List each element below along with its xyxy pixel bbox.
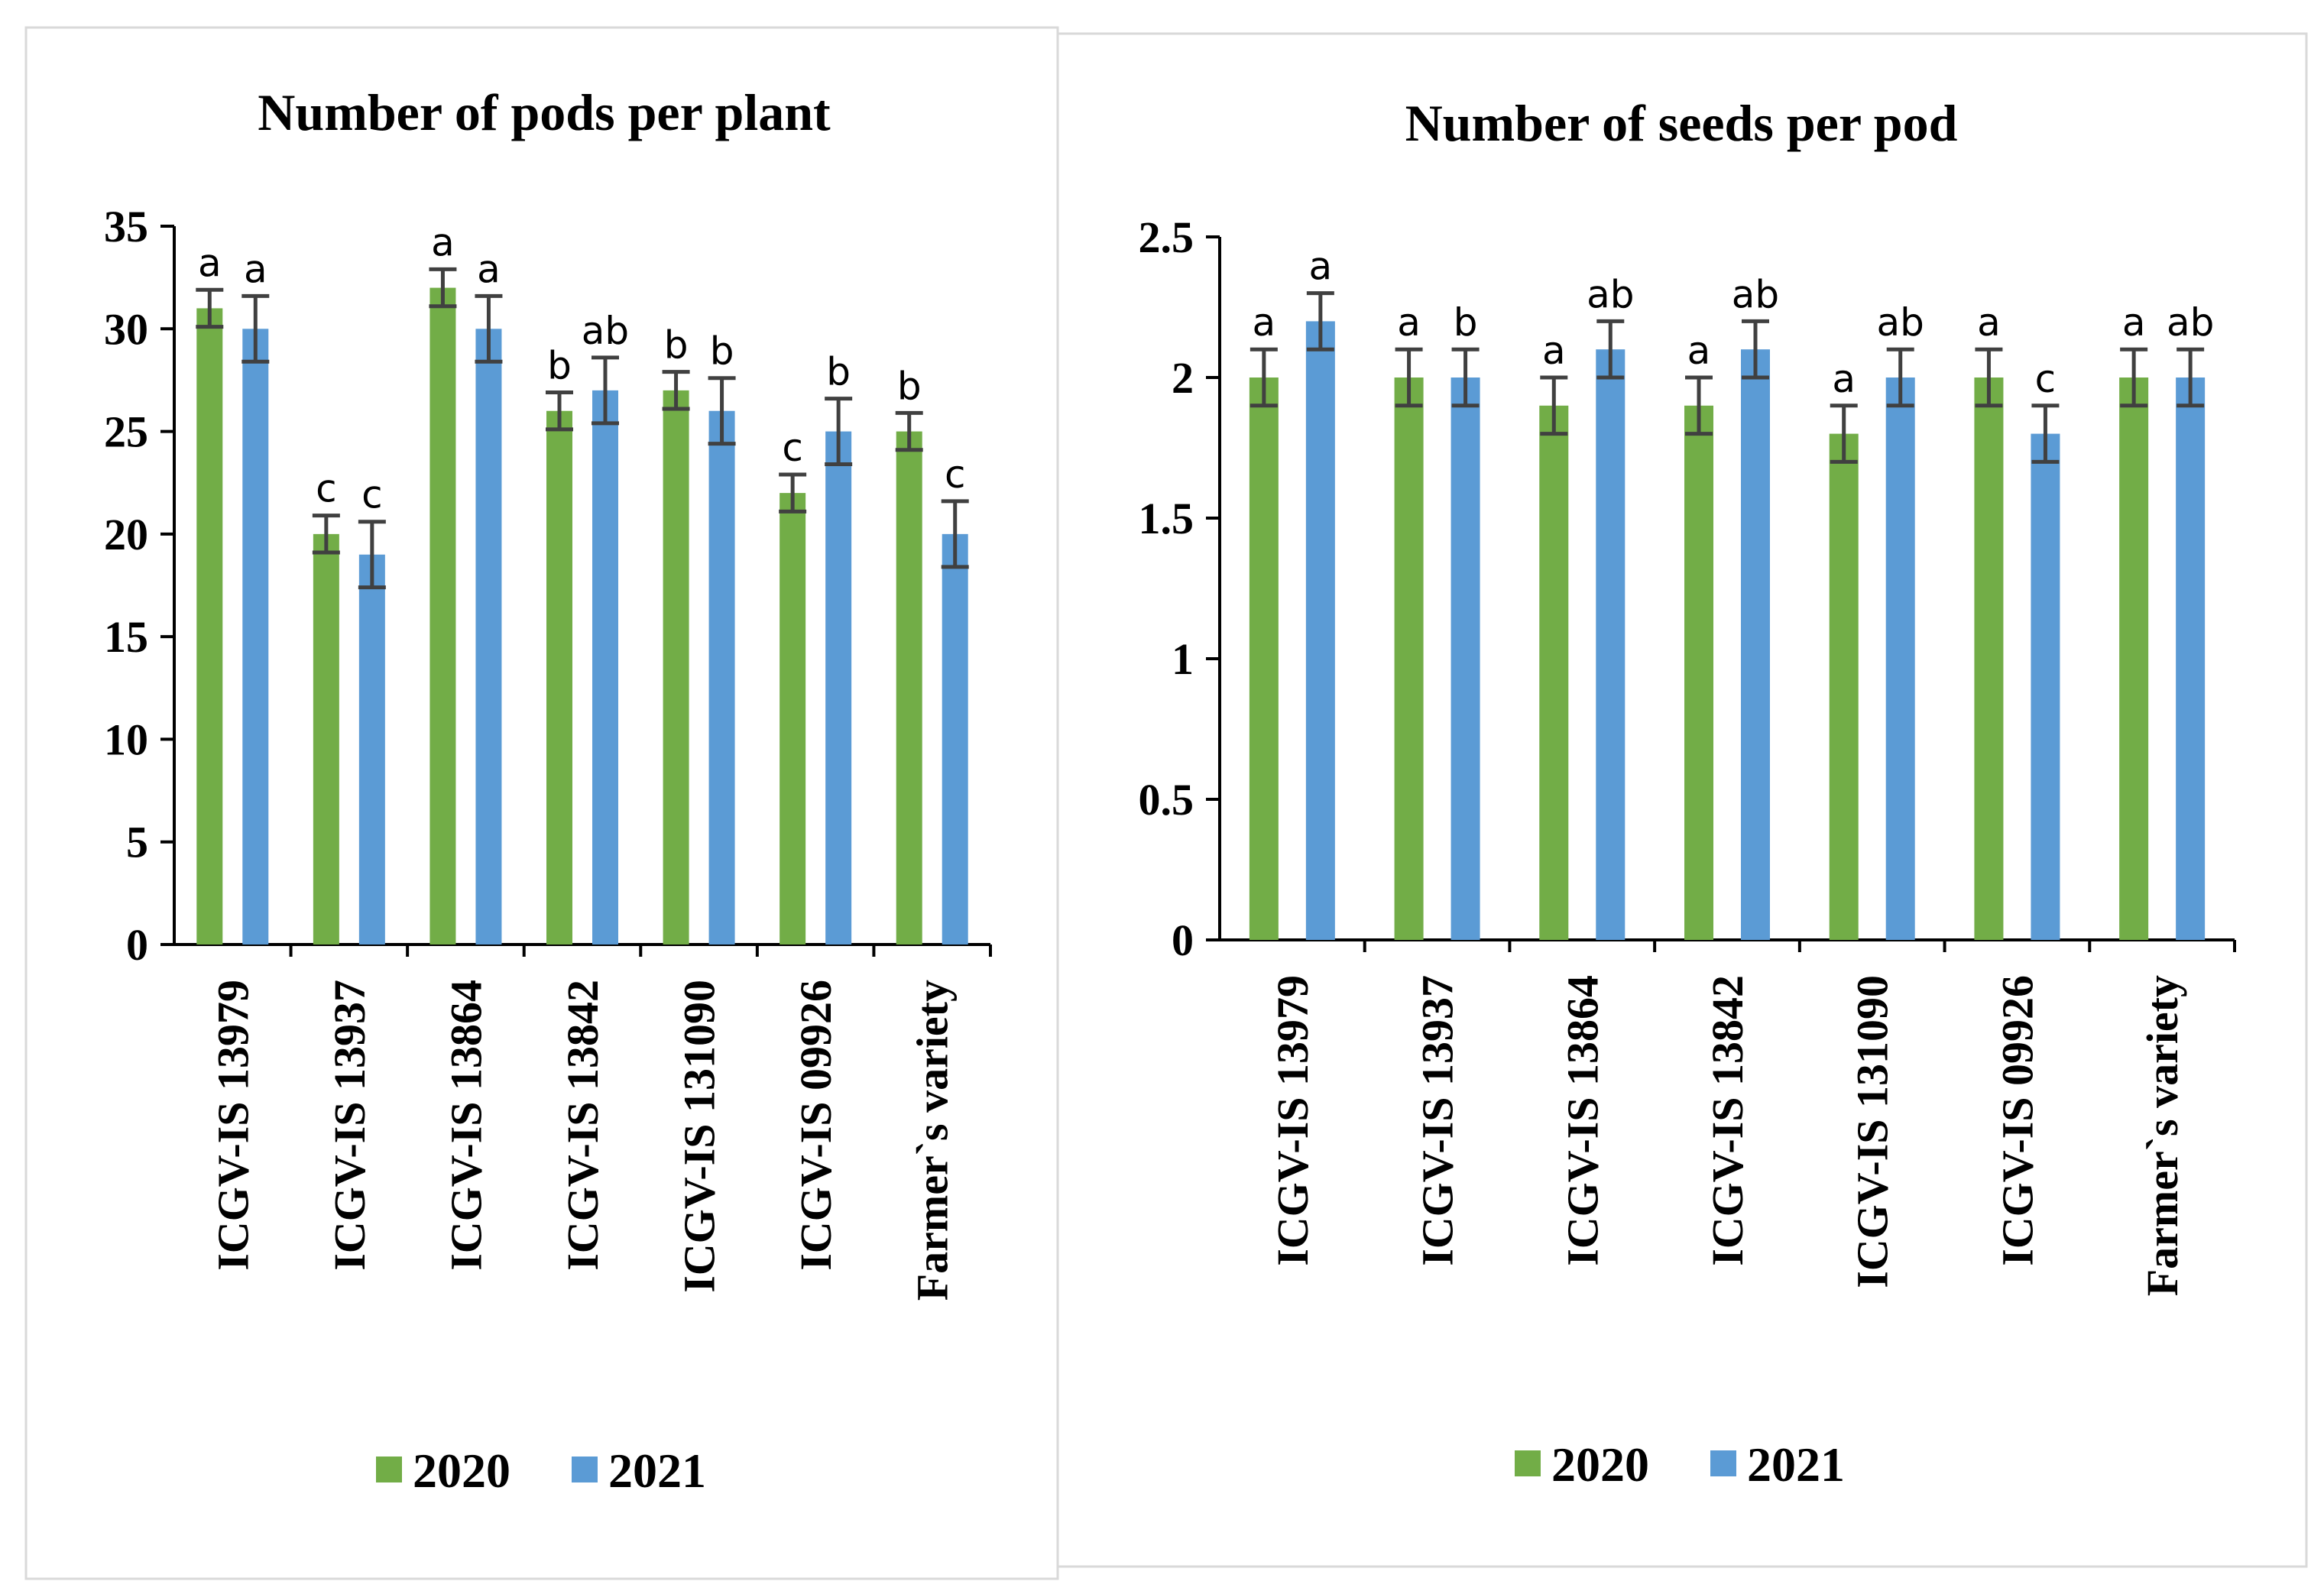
bar-2021 <box>2176 377 2206 940</box>
y-tick-label: 25 <box>104 407 148 457</box>
significance-letter: b <box>897 364 922 408</box>
significance-letter: c <box>945 452 966 497</box>
significance-letter: a <box>1832 357 1856 401</box>
significance-letter: a <box>477 247 501 291</box>
bar-2020 <box>1684 405 1713 940</box>
significance-letter: c <box>782 426 803 470</box>
significance-letter: c <box>361 473 383 517</box>
y-tick-label: 0 <box>1172 915 1194 965</box>
pods-per-plant-chart: Number of pods per plant 0 5 10 15 20 25 30 35 IC… <box>104 83 992 1498</box>
significance-letter: ab <box>1877 300 1924 345</box>
category-label: ICGV-IS 13864 <box>441 980 491 1271</box>
category-label: ICGV-IS 13842 <box>1703 975 1752 1266</box>
significance-letter: c <box>2035 357 2057 401</box>
significance-letter: b <box>664 323 689 368</box>
right-chart-frame <box>1056 32 2308 1568</box>
bar-2020 <box>780 493 806 945</box>
y-tick-label: 20 <box>104 510 148 559</box>
category-label: ICGV-IS 13937 <box>325 980 374 1271</box>
bar-2021 <box>242 329 269 945</box>
bar-2021 <box>708 410 735 945</box>
y-tick-label: 1.5 <box>1139 494 1194 543</box>
significance-letter: ab <box>2167 300 2214 345</box>
bar-2021 <box>358 554 385 945</box>
y-tick-label: 2 <box>1172 353 1194 403</box>
category-label: ICGV-IS 13864 <box>1557 975 1607 1266</box>
legend-swatch-2021 <box>1710 1450 1736 1476</box>
significance-letter: a <box>1397 300 1421 345</box>
bar-2020 <box>1974 377 2004 940</box>
significance-letter: b <box>547 344 572 388</box>
bar-2021 <box>1885 377 1915 940</box>
bar-2020 <box>663 390 689 945</box>
y-tick-label: 10 <box>104 714 148 764</box>
significance-letter: a <box>431 220 455 264</box>
significance-letter: a <box>1977 300 2001 345</box>
significance-letter: b <box>826 350 851 394</box>
category-label: Farmer`s variety <box>908 980 958 1301</box>
seeds-per-pod-chart: Number of seeds per pod 0 0.5 1 1.5 2 2.5 ICGV-… <box>1139 94 2236 1492</box>
chart-title: Number of pods per plant <box>258 83 831 141</box>
significance-letter: a <box>1687 329 1711 373</box>
y-tick-label: 2.5 <box>1139 212 1194 262</box>
y-tick-label: 30 <box>104 304 148 354</box>
bar-2020 <box>2119 377 2149 940</box>
category-label: ICGV-IS 09926 <box>1992 975 2042 1266</box>
legend-label: 2021 <box>608 1444 706 1498</box>
significance-letter: a <box>1309 245 1333 289</box>
bar-2020 <box>196 308 223 945</box>
significance-letter: a <box>198 241 222 285</box>
significance-letter: ab <box>1732 272 1779 316</box>
y-tick-label: 15 <box>104 612 148 662</box>
legend-label: 2020 <box>1551 1437 1649 1492</box>
significance-letter: a <box>1253 300 1276 345</box>
y-tick-label: 0 <box>126 920 148 970</box>
bar-2020 <box>1394 377 1424 940</box>
significance-letter: b <box>710 329 734 374</box>
category-label: ICGV-IS 13979 <box>208 980 258 1271</box>
category-label: ICGV-IS 131090 <box>675 980 724 1293</box>
bar-2020 <box>1539 405 1569 940</box>
bar-2020 <box>1249 377 1279 940</box>
bar-2021 <box>1596 349 1626 940</box>
category-label: ICGV-IS 13979 <box>1268 975 1318 1266</box>
significance-letter: a <box>2122 300 2146 345</box>
legend-swatch-2020 <box>1515 1450 1541 1476</box>
significance-letter: ab <box>1587 272 1634 316</box>
significance-letter: a <box>244 247 267 291</box>
significance-letter: b <box>1454 300 1478 345</box>
significance-letter: ab <box>582 309 629 353</box>
y-tick-label: 1 <box>1172 634 1194 684</box>
y-tick-label: 35 <box>104 202 148 251</box>
significance-letter: a <box>1542 329 1566 373</box>
bar-2021 <box>1450 377 1480 940</box>
legend-swatch-2020 <box>376 1457 402 1482</box>
bar-2020 <box>313 533 339 945</box>
bar-2020 <box>429 287 456 945</box>
y-tick-label: 0.5 <box>1139 775 1194 825</box>
significance-letter: c <box>316 467 337 511</box>
bar-2021 <box>942 533 968 945</box>
category-label: Farmer`s variety <box>2138 975 2187 1296</box>
y-tick-label: 5 <box>126 818 148 867</box>
bar-2021 <box>1741 349 1770 940</box>
category-label: ICGV-IS 13842 <box>558 980 608 1271</box>
bar-2020 <box>1829 433 1859 940</box>
bar-2021 <box>825 431 852 945</box>
bar-2021 <box>592 390 618 945</box>
bar-2021 <box>475 329 502 945</box>
legend-label: 2020 <box>413 1444 511 1498</box>
bar-2021 <box>1305 321 1335 940</box>
category-label: ICGV-IS 13937 <box>1413 975 1463 1266</box>
legend-swatch-2021 <box>572 1457 598 1482</box>
bar-2020 <box>896 431 922 945</box>
category-label: ICGV-IS 131090 <box>1848 975 1898 1288</box>
bar-2020 <box>546 410 572 945</box>
chart-title: Number of seeds per pod <box>1405 94 1958 152</box>
bar-2021 <box>2031 433 2060 940</box>
category-label: ICGV-IS 09926 <box>791 980 841 1271</box>
legend-label: 2021 <box>1747 1437 1845 1492</box>
